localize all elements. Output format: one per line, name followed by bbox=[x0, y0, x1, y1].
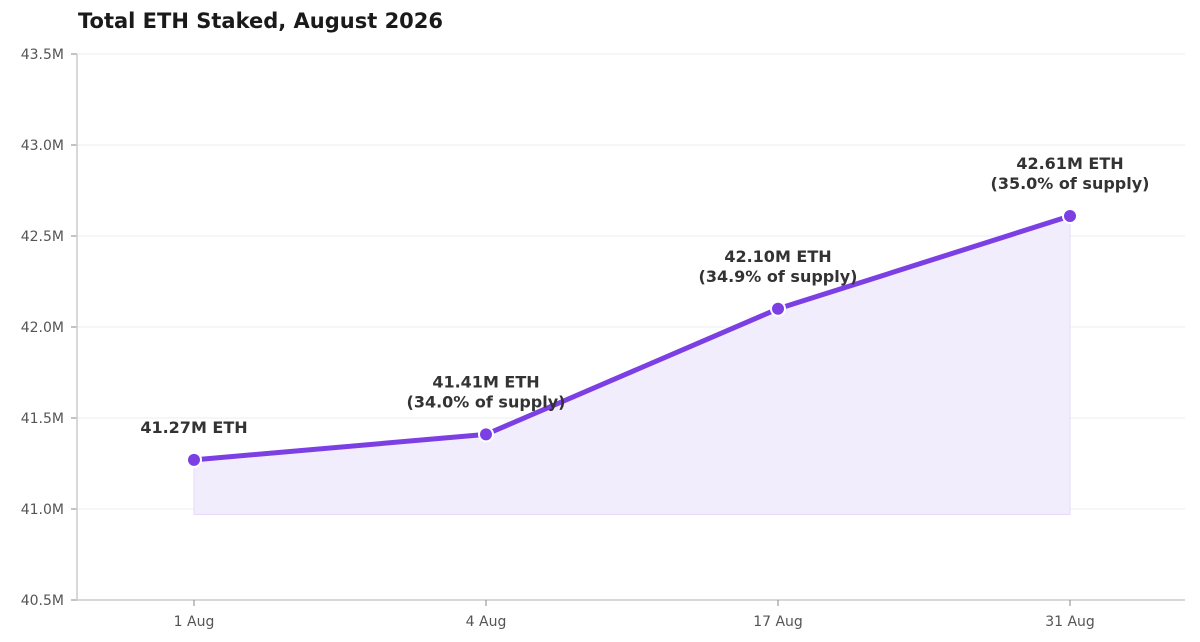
series-line bbox=[191, 213, 1073, 463]
area-fill bbox=[193, 215, 1071, 515]
x-tick-label: 4 Aug bbox=[466, 614, 507, 630]
data-point bbox=[478, 426, 494, 443]
data-label-value: 42.61M ETH bbox=[1016, 154, 1123, 173]
data-label-value: 42.10M ETH bbox=[724, 247, 831, 266]
x-tick-label: 31 Aug bbox=[1045, 614, 1095, 630]
y-tick-label: 41.0M bbox=[21, 502, 64, 518]
x-tick-label: 1 Aug bbox=[174, 614, 215, 630]
x-tick-label: 17 Aug bbox=[753, 614, 803, 630]
data-point bbox=[186, 451, 202, 468]
series-line-path bbox=[191, 213, 1073, 463]
data-label-supply: (34.9% of supply) bbox=[699, 267, 858, 286]
data-point bbox=[1062, 207, 1078, 224]
y-tick-label: 43.5M bbox=[21, 47, 64, 63]
chart-title: Total ETH Staked, August 2026 bbox=[78, 9, 444, 33]
data-label-value: 41.41M ETH bbox=[432, 372, 539, 391]
y-tick-label: 42.0M bbox=[21, 320, 64, 336]
data-points bbox=[186, 207, 1078, 468]
y-tick-label: 42.5M bbox=[21, 229, 64, 245]
area-fill-shape bbox=[193, 215, 1071, 515]
axes: 40.5M 41.0M 41.5M 42.0M 42.5M 43.0M 43.5M 1 Aug… bbox=[21, 47, 1185, 630]
data-labels: 41.27M ETH 41.41M ETH(34.0% of supply) 42.… bbox=[140, 154, 1149, 437]
data-point bbox=[770, 300, 786, 317]
data-label-value: 41.27M ETH bbox=[140, 418, 247, 437]
data-label-supply: (35.0% of supply) bbox=[991, 174, 1150, 193]
y-tick-label: 40.5M bbox=[21, 593, 64, 609]
y-tick-label: 41.5M bbox=[21, 411, 64, 427]
data-label-supply: (34.0% of supply) bbox=[407, 392, 566, 411]
y-tick-label: 43.0M bbox=[21, 138, 64, 154]
